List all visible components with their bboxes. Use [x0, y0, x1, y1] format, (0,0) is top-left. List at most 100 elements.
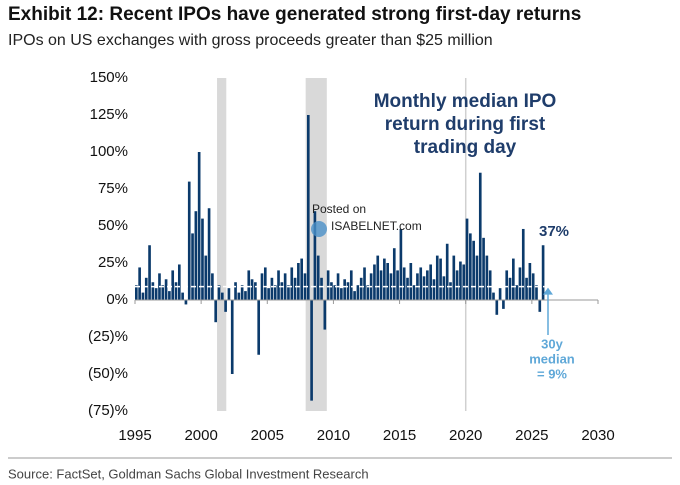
bar	[237, 292, 241, 300]
bar	[488, 270, 492, 300]
bar	[234, 282, 237, 300]
bar	[177, 264, 181, 300]
bar	[426, 270, 429, 300]
y-tick-label: 50%	[98, 217, 128, 234]
bar	[171, 270, 175, 300]
bar	[247, 270, 251, 300]
bar	[273, 285, 277, 300]
bar	[283, 273, 287, 300]
bar	[432, 279, 436, 300]
bar	[217, 285, 221, 300]
bar	[482, 237, 485, 300]
bar	[359, 277, 363, 300]
bar	[267, 288, 270, 300]
bar	[439, 258, 442, 300]
bar	[197, 152, 201, 300]
bar	[135, 285, 138, 300]
source: Source: FactSet, Goldman Sachs Global In…	[8, 466, 369, 481]
bar	[257, 300, 261, 355]
median-label: = 9%	[537, 366, 567, 381]
bar	[525, 277, 528, 300]
bar	[452, 255, 456, 300]
bar	[449, 282, 452, 300]
y-tick-label: 125%	[90, 106, 128, 123]
bar	[244, 291, 247, 300]
bar	[409, 263, 413, 300]
bar	[445, 243, 449, 300]
bar	[263, 267, 267, 300]
bar	[306, 115, 310, 300]
watermark-icon	[311, 221, 327, 237]
y-tick-label: 100%	[90, 143, 128, 160]
bar	[399, 228, 403, 300]
bar	[214, 300, 218, 323]
bar	[512, 258, 515, 300]
bar	[164, 279, 168, 300]
bar	[505, 270, 509, 300]
recession-band	[217, 78, 227, 411]
y-tick-label: 25%	[98, 254, 128, 271]
bar	[429, 264, 432, 300]
watermark: ISABELNET.com	[331, 219, 422, 233]
x-tick-label: 2010	[317, 427, 350, 444]
bar	[531, 273, 535, 300]
x-tick-label: 1995	[118, 427, 151, 444]
last-value-label: 37%	[539, 223, 569, 240]
bar	[220, 292, 224, 300]
bar	[320, 277, 323, 300]
bar	[138, 267, 141, 300]
annotation: return during first	[385, 114, 546, 135]
bar	[469, 233, 472, 300]
bar	[373, 264, 376, 300]
median-arrow-head	[543, 287, 553, 295]
bar	[521, 228, 525, 300]
bar	[277, 270, 280, 300]
bar	[515, 285, 518, 300]
bar	[396, 270, 399, 300]
bar	[270, 277, 274, 300]
bar	[392, 248, 396, 300]
bar	[366, 285, 370, 300]
x-tick-label: 2030	[581, 427, 614, 444]
bar	[207, 208, 211, 300]
bar	[363, 267, 366, 300]
y-tick-label: 75%	[98, 180, 128, 197]
bar	[333, 285, 337, 300]
bar	[472, 240, 475, 300]
bar	[383, 258, 386, 300]
bar	[191, 233, 194, 300]
bar	[485, 255, 489, 300]
bar	[211, 273, 214, 300]
bar	[346, 282, 350, 300]
bar	[502, 300, 505, 309]
x-tick-label: 2020	[449, 427, 482, 444]
bar	[406, 277, 409, 300]
bar	[290, 267, 294, 300]
bar	[412, 285, 416, 300]
bar	[462, 264, 466, 300]
bar	[151, 282, 155, 300]
bar	[495, 300, 499, 315]
bar	[181, 292, 184, 300]
bar	[498, 288, 502, 300]
bar	[187, 181, 191, 300]
bar	[442, 276, 446, 300]
x-tick-label: 2015	[383, 427, 416, 444]
bar	[260, 273, 264, 300]
bar	[194, 211, 198, 300]
bar	[287, 285, 290, 300]
bar	[141, 292, 145, 300]
bar	[184, 300, 188, 305]
bar	[356, 285, 360, 300]
bar	[326, 270, 330, 300]
bar	[254, 282, 257, 300]
bar	[316, 255, 320, 300]
median-label: 30y	[541, 336, 563, 351]
bar	[402, 267, 406, 300]
bar	[280, 282, 284, 300]
bar	[379, 270, 383, 300]
x-tick-label: 2000	[184, 427, 217, 444]
bar	[435, 255, 439, 300]
bar	[204, 255, 208, 300]
